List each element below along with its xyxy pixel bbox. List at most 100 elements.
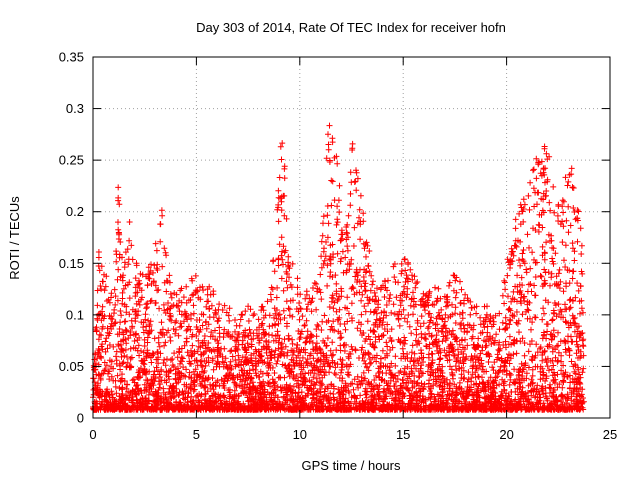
data-point xyxy=(273,360,280,367)
data-point xyxy=(449,371,456,378)
data-point xyxy=(195,337,202,344)
data-point xyxy=(311,280,318,286)
data-point xyxy=(215,340,222,347)
data-point xyxy=(446,279,453,286)
data-point xyxy=(160,389,167,396)
data-point xyxy=(414,279,421,285)
data-point xyxy=(499,368,506,375)
data-point xyxy=(226,386,233,393)
data-point xyxy=(407,302,414,309)
data-point xyxy=(212,336,219,343)
data-point xyxy=(280,243,287,250)
data-point xyxy=(368,393,375,400)
data-point xyxy=(537,394,544,401)
data-point xyxy=(500,380,507,387)
data-point xyxy=(326,157,333,164)
data-point xyxy=(285,365,291,372)
data-point xyxy=(553,397,560,404)
data-point xyxy=(323,352,330,359)
data-point xyxy=(325,220,332,227)
data-point xyxy=(417,365,424,372)
data-point xyxy=(330,391,337,397)
data-point xyxy=(357,236,364,243)
data-point xyxy=(324,282,331,289)
data-point xyxy=(275,187,282,194)
data-point xyxy=(374,285,380,292)
data-point xyxy=(324,335,331,342)
data-point xyxy=(490,321,497,328)
data-point xyxy=(113,357,120,364)
data-point xyxy=(508,341,515,348)
data-point xyxy=(166,279,173,286)
data-point xyxy=(543,239,550,246)
data-point xyxy=(399,297,405,304)
data-point xyxy=(121,301,128,308)
data-point xyxy=(119,274,126,281)
data-point xyxy=(577,282,584,289)
data-point xyxy=(141,387,148,394)
data-point xyxy=(114,297,121,304)
data-point xyxy=(538,273,545,280)
data-point xyxy=(519,311,526,318)
data-point xyxy=(512,379,519,386)
data-point xyxy=(402,267,409,274)
data-point xyxy=(381,308,388,315)
data-point xyxy=(571,248,578,255)
data-point xyxy=(276,335,283,342)
data-point xyxy=(273,294,280,301)
data-point xyxy=(329,292,336,299)
data-point xyxy=(142,395,149,402)
data-point xyxy=(523,393,530,400)
data-point xyxy=(108,320,115,327)
data-point xyxy=(201,357,208,364)
data-point xyxy=(154,348,161,355)
data-point xyxy=(475,373,481,380)
data-point xyxy=(549,357,556,364)
data-point xyxy=(343,224,350,230)
data-point xyxy=(328,352,335,359)
data-point xyxy=(319,381,326,388)
data-point xyxy=(578,242,585,249)
data-point xyxy=(373,310,380,317)
data-point xyxy=(350,243,357,249)
data-point xyxy=(326,122,333,129)
data-point xyxy=(508,389,515,395)
data-point xyxy=(250,312,257,319)
data-point xyxy=(574,280,581,287)
data-point xyxy=(438,393,445,400)
data-point xyxy=(531,282,538,289)
data-point xyxy=(562,349,569,356)
data-point xyxy=(256,339,263,346)
data-point xyxy=(473,402,480,409)
data-point xyxy=(540,305,547,312)
data-point xyxy=(141,336,148,343)
data-point xyxy=(93,371,100,378)
data-point xyxy=(579,399,586,406)
data-point xyxy=(209,375,216,382)
data-point xyxy=(384,328,391,335)
data-point xyxy=(405,406,411,413)
data-point xyxy=(132,293,139,300)
data-point xyxy=(413,280,420,287)
data-point xyxy=(575,347,582,353)
data-point xyxy=(185,323,192,330)
data-point xyxy=(563,217,570,224)
data-point xyxy=(348,179,355,186)
data-point xyxy=(170,326,177,332)
data-point xyxy=(304,356,311,363)
data-point xyxy=(568,171,575,178)
data-point xyxy=(304,390,311,397)
data-point xyxy=(266,359,273,366)
data-point xyxy=(191,348,198,355)
data-point xyxy=(213,311,220,317)
data-point xyxy=(119,360,126,367)
data-point xyxy=(411,273,418,280)
data-point xyxy=(103,335,110,342)
data-point xyxy=(345,388,352,395)
data-point xyxy=(338,255,345,262)
data-point xyxy=(502,314,509,321)
data-point xyxy=(96,267,103,274)
data-point xyxy=(153,247,160,254)
data-point xyxy=(437,382,444,389)
data-point xyxy=(373,358,380,365)
